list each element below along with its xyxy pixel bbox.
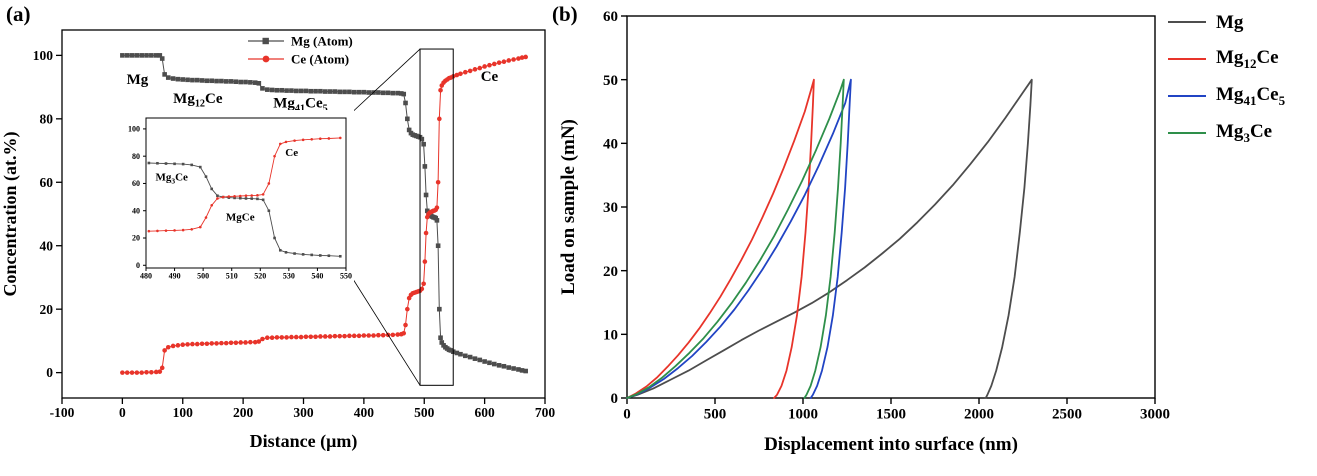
inset-connector-bottom [345, 267, 421, 386]
inset-axes-xtick: 480 [140, 272, 152, 281]
inset-axes: 480 490 500 510 520 530 540 550 0 20 40 60 80 100 [128, 117, 352, 281]
chart-b-axes-ytick: 40 [603, 136, 618, 152]
chart-b-axes-ytick: 20 [603, 264, 618, 280]
legend-label: Mg [1216, 11, 1244, 33]
legend-item-2: Mg41Ce5 [1168, 84, 1285, 108]
chart-a-axes-xtick: 600 [475, 405, 496, 420]
inset-axes-xtick: 520 [254, 272, 266, 281]
inset-axes-ytick: 80 [132, 152, 140, 161]
chart-a-axes-xtick: 500 [414, 405, 435, 420]
chart-a-axes-xtick: 200 [233, 405, 254, 420]
chart-a-axes-ytick: 20 [40, 302, 54, 317]
inset-axes-ytick: 0 [136, 261, 140, 270]
legend-label: Mg3Ce [1216, 121, 1273, 145]
chart-b-ylabel: Load on sample (mN) [558, 119, 579, 295]
legend-item-3: Mg3Ce [1168, 121, 1285, 145]
chart-a-series-1 [120, 54, 528, 375]
chart-b-axes-xtick: 1000 [788, 406, 818, 422]
legend-line-swatch [1168, 21, 1206, 23]
inset-axes-xtick: 540 [311, 272, 323, 281]
chart-b-axes-xtick: 2000 [964, 406, 994, 422]
chart-a-legend-label-1: Ce (Atom) [291, 52, 349, 67]
chart-b-series-2 [626, 78, 852, 399]
inset-annotation-0: Mg3Ce [155, 172, 188, 186]
chart-b-axes-ytick: 10 [603, 327, 618, 343]
inset-series-0 [147, 161, 342, 258]
inset-connector-top [345, 48, 421, 119]
inset-axes-xtick: 510 [226, 272, 238, 281]
chart-a-legend-label-0: Mg (Atom) [291, 34, 353, 49]
inset-axes-ytick: 100 [128, 125, 140, 134]
chart-a-annotation-1: Mg12Ce [173, 91, 223, 110]
chart-a-ylabel: Concentration (at.%) [0, 132, 21, 297]
legend-line-swatch [1168, 95, 1206, 97]
chart-a-annotation-3: Ce [481, 69, 499, 85]
chart-a-series-0 [120, 53, 528, 374]
chart-a-annotation-2: Mg41Ce5 [273, 96, 327, 115]
inset-annotation-1: MgCe [226, 211, 255, 223]
chart-a-xlabel: Distance (μm) [250, 431, 358, 452]
chart-b-axes-ytick: 30 [603, 200, 618, 216]
chart-b-axes-xtick: 3000 [1140, 406, 1170, 422]
inset-axes-xtick: 550 [340, 272, 352, 281]
zoom-region-rect [419, 48, 454, 386]
panel-a-label: (a) [6, 2, 31, 26]
chart-b-series-3 [626, 78, 845, 399]
inset-annotation-2: Ce [285, 147, 298, 159]
chart-b-axes-ytick: 0 [611, 391, 619, 407]
legend-label: Mg12Ce [1216, 47, 1279, 71]
chart-b-axes-ytick: 50 [603, 73, 618, 89]
chart-b-axes: 0 500 1000 1500 2000 2500 3000 0 10 20 30 40 50 60 [603, 9, 1170, 422]
inset-axes-xtick: 500 [197, 272, 209, 281]
chart-a-axes-xtick: 100 [173, 405, 194, 420]
legend-line-swatch [1168, 58, 1206, 60]
inset-axes-xtick: 490 [169, 272, 181, 281]
legend-item-0: Mg [1168, 10, 1285, 34]
inset-background [120, 110, 354, 290]
inset-axes-ytick: 60 [132, 179, 140, 188]
chart-a-axes-xtick: 300 [293, 405, 314, 420]
chart-a-axes-ytick: 0 [46, 365, 53, 380]
chart-b-load-displacement: 0 500 1000 1500 2000 2500 3000 0 10 20 30 40 50 60 Dis… [558, 9, 1170, 455]
chart-a-axes-ytick: 100 [33, 48, 54, 63]
chart-a-concentration-profile: -100 0 100 200 300 400 500 600 700020406080100Di… [0, 29, 556, 452]
legend-line-swatch [1168, 132, 1206, 134]
legend-item-1: Mg12Ce [1168, 47, 1285, 71]
chart-a-annotation-0: Mg [127, 72, 149, 88]
inset-series-1 [147, 136, 342, 233]
chart-a-axes-ytick: 60 [40, 175, 54, 190]
chart-b-axes-ytick: 60 [603, 9, 618, 25]
chart-b-axes-xtick: 1500 [876, 406, 906, 422]
chart-a-axes-ytick: 80 [40, 111, 54, 126]
chart-b-axes-xtick: 500 [704, 406, 727, 422]
chart-b-axes-xtick: 2500 [1052, 406, 1082, 422]
chart-a-axes-xtick: 0 [119, 405, 126, 420]
panel-b-label: (b) [552, 2, 578, 26]
chart-b-series-1 [626, 78, 815, 399]
legend-label: Mg41Ce5 [1216, 84, 1286, 108]
chart-a-axes-xtick: -100 [50, 405, 75, 420]
inset-axes-xtick: 530 [283, 272, 295, 281]
inset-axes-ytick: 20 [132, 234, 140, 243]
chart-a-axes-xtick: 400 [354, 405, 375, 420]
chart-b-series-0 [626, 78, 1033, 399]
legend-square-marker [262, 37, 269, 45]
chart-b-xlabel: Displacement into surface (nm) [764, 434, 1018, 455]
chart-b-axes-xtick: 0 [623, 406, 631, 422]
chart-a-legend: Mg (Atom) Ce (Atom) [248, 34, 353, 67]
chart-a-axes-xtick: 700 [535, 405, 556, 420]
inset-axes-ytick: 40 [132, 206, 140, 215]
legend-circle-marker [262, 55, 270, 63]
chart-b-legend: Mg Mg12Ce Mg41Ce5 Mg3Ce [1168, 10, 1285, 145]
chart-a-axes-ytick: 40 [40, 238, 54, 253]
